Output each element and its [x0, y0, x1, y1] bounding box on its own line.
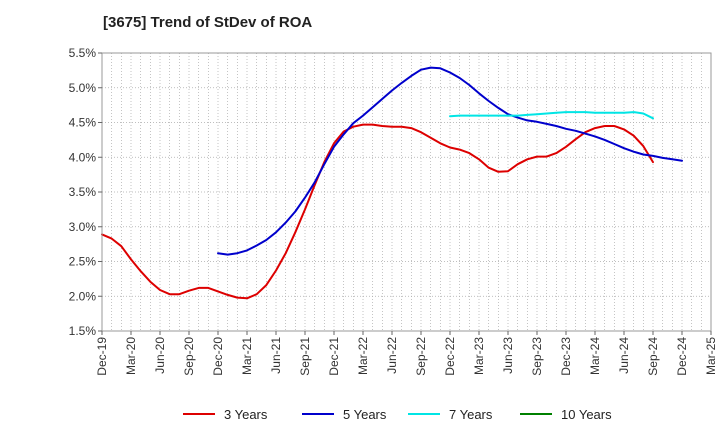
- x-tick-label: Mar-22: [356, 337, 370, 375]
- x-tick-label: Mar-20: [124, 337, 138, 375]
- x-tick-label: Dec-20: [211, 337, 225, 376]
- x-tick-label: Mar-21: [240, 337, 254, 375]
- x-tick-label: Mar-24: [588, 337, 602, 375]
- legend-label: 10 Years: [561, 407, 612, 422]
- x-tick-label: Jun-21: [269, 337, 283, 374]
- legend: 3 Years 5 Years 7 Years 10 Years: [183, 407, 612, 422]
- legend-label: 3 Years: [224, 407, 268, 422]
- x-tick-label: Dec-22: [443, 337, 457, 376]
- y-tick-label: 4.5%: [69, 116, 97, 130]
- x-tick-label: Sep-21: [298, 337, 312, 376]
- y-tick-label: 5.5%: [69, 46, 97, 60]
- x-tick-label: Dec-21: [327, 337, 341, 376]
- y-tick-label: 3.0%: [69, 220, 97, 234]
- x-tick-label: Mar-25: [704, 337, 718, 375]
- x-tick-label: Sep-22: [414, 337, 428, 376]
- y-tick-label: 1.5%: [69, 324, 97, 338]
- series-lines: [101, 66, 683, 300]
- x-tick-label: Jun-24: [617, 337, 631, 374]
- x-tick-label: Sep-23: [530, 337, 544, 376]
- y-tick-label: 5.0%: [69, 81, 97, 95]
- x-tick-label: Jun-22: [385, 337, 399, 374]
- x-tick-label: Mar-23: [472, 337, 486, 375]
- x-tick-label: Dec-24: [675, 337, 689, 376]
- x-tick-label: Sep-20: [182, 337, 196, 376]
- y-tick-label: 3.5%: [69, 185, 97, 199]
- y-tick-label: 4.0%: [69, 150, 97, 164]
- y-axis-ticks: 5.5% 5.0% 4.5% 4.0% 3.5% 3.0% 2.5% 2.0% 1.5%: [69, 46, 102, 338]
- x-tick-label: Sep-24: [646, 337, 660, 376]
- y-tick-label: 2.5%: [69, 255, 97, 269]
- y-tick-label: 2.0%: [69, 289, 97, 303]
- series-line-5-years: [217, 66, 683, 256]
- legend-label: 5 Years: [343, 407, 387, 422]
- x-tick-label: Jun-20: [153, 337, 167, 374]
- x-tick-label: Jun-23: [501, 337, 515, 374]
- series-line-7-years: [449, 111, 654, 120]
- x-tick-label: Dec-23: [559, 337, 573, 376]
- chart-title: [3675] Trend of StDev of ROA: [103, 14, 313, 31]
- legend-label: 7 Years: [449, 407, 493, 422]
- x-axis-ticks: Dec-19 Mar-20 Jun-20 Sep-20 Dec-20 Mar-21 Jun-…: [95, 331, 718, 376]
- series-line-3-years: [101, 123, 654, 300]
- x-tick-label: Dec-19: [95, 337, 109, 376]
